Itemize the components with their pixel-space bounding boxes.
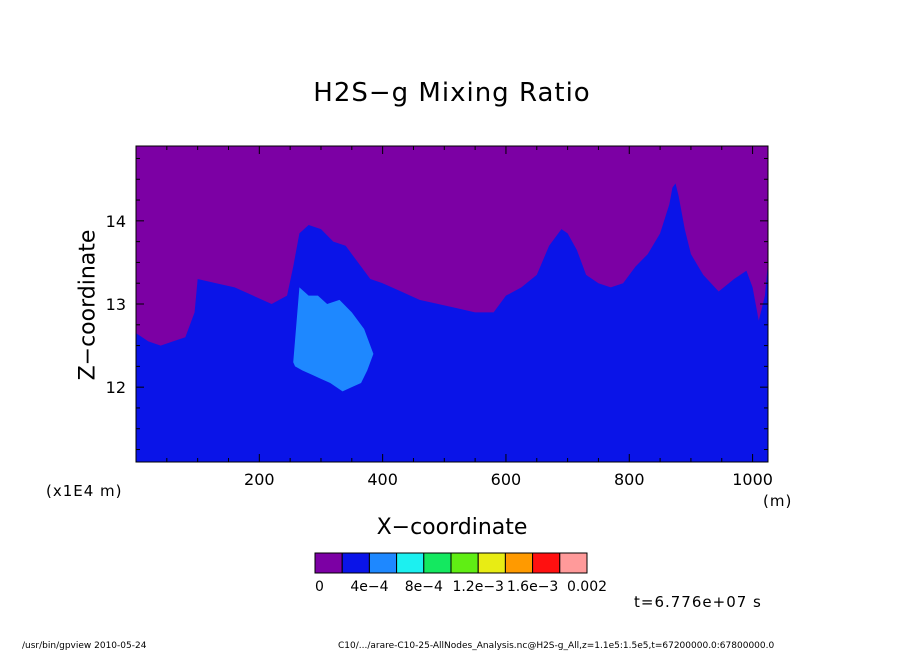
footer-right-text: C10/.../arare-C10-25-AllNodes_Analysis.n… [338, 641, 775, 651]
colorbar-label: 1.2e−3 [452, 579, 504, 595]
y-tick-label: 12 [106, 378, 126, 397]
colorbar-swatch [314, 552, 343, 574]
plot-area [136, 146, 768, 462]
footer-left-text: /usr/bin/gpview 2010-05-24 [22, 641, 147, 651]
colorbar-swatch [559, 552, 588, 574]
contour-level-1 [136, 183, 768, 462]
y-axis-label: Z−coordinate [75, 229, 101, 381]
colorbar-swatch [450, 552, 479, 574]
colorbar-swatch [423, 552, 452, 574]
colorbar-swatch [341, 552, 370, 574]
colorbar-label: 1.6e−3 [507, 579, 559, 595]
contour-level-2 [293, 287, 374, 392]
colorbar-swatch [477, 552, 506, 574]
colorbar-label: 0 [315, 579, 324, 595]
x-axis-scale-note: (x1E4 m) [46, 482, 123, 500]
x-tick-label: 1000 [732, 470, 773, 489]
colorbar-swatch [396, 552, 425, 574]
y-tick-label: 14 [106, 212, 126, 231]
colorbar-swatch [504, 552, 534, 574]
chart-title: H2S−g Mixing Ratio [313, 78, 591, 108]
x-axis-units: (m) [763, 492, 793, 510]
x-tick-label: 200 [244, 470, 275, 489]
time-label: t=6.776e+07 s [634, 593, 762, 611]
x-tick-label: 400 [367, 470, 398, 489]
x-axis-label: X−coordinate [376, 515, 528, 540]
colorbar-swatch [368, 552, 398, 574]
y-tick-label: 13 [106, 295, 126, 314]
x-tick-label: 600 [491, 470, 522, 489]
axes: 200 400 600 800 1000 12 13 14 [106, 145, 773, 489]
colorbar-label: 8e−4 [405, 579, 443, 595]
colorbar: 0 4e−4 8e−4 1.2e−3 1.6e−3 0.002 [314, 552, 607, 595]
x-tick-label: 800 [614, 470, 645, 489]
colorbar-label: 4e−4 [350, 579, 388, 595]
colorbar-swatch [532, 552, 561, 574]
colorbar-label: 0.002 [567, 579, 607, 595]
